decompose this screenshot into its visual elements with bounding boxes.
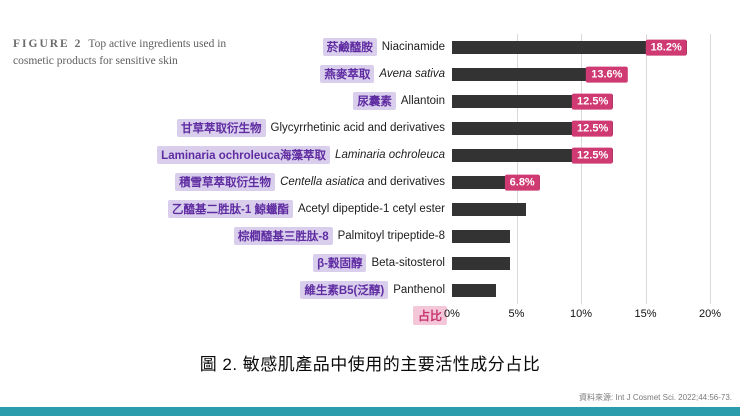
bar-track: [452, 223, 710, 250]
value-badge: 12.5%: [572, 147, 614, 164]
row-label: 尿囊素 Allantoin: [0, 92, 452, 111]
ingredient-en-label: Centella asiatica and derivatives: [280, 176, 445, 189]
ingredient-zh-chip: 棕櫚醯基三胜肽-8: [233, 227, 333, 246]
value-badge: 12.5%: [572, 93, 614, 110]
bar-track: [452, 250, 710, 277]
row-label: 棕櫚醯基三胜肽-8 Palmitoyl tripeptide-8: [0, 227, 452, 246]
x-tick: 10%: [569, 308, 593, 320]
bar-track: 12.5%: [452, 142, 710, 169]
bar: [452, 68, 628, 81]
bar: [452, 230, 511, 243]
value-badge: 6.8%: [504, 174, 540, 191]
chart-row: 菸鹼醯胺 Niacinamide 18.2%: [0, 34, 740, 61]
figure-tag: FIGURE 2: [13, 38, 83, 50]
footer-strip: [0, 407, 740, 416]
bar: [452, 284, 496, 297]
ingredient-en-label: Beta-sitosterol: [371, 257, 445, 270]
bar: [452, 203, 526, 216]
bar-track: 12.5%: [452, 115, 710, 142]
chart-row: 甘草萃取衍生物 Glycyrrhetinic acid and derivativ…: [0, 115, 740, 142]
row-label: 積雪草萃取衍生物 Centella asiatica and derivative…: [0, 173, 452, 192]
chart-row: 維生素B5(泛醇) Panthenol: [0, 277, 740, 304]
row-label: 維生素B5(泛醇) Panthenol: [0, 281, 452, 300]
bar-track: 13.6%: [452, 61, 710, 88]
figure-caption: 圖 2. 敏感肌產品中使用的主要活性成分占比: [199, 355, 541, 374]
ingredient-en-label: Laminaria ochroleuca: [335, 149, 445, 162]
source-citation: 資料來源: Int J Cosmet Sci. 2022;44:56-73.: [579, 393, 732, 402]
figure-legend: FIGURE 2 Top active ingredients used in c…: [13, 36, 231, 71]
bar-track: 18.2%: [452, 34, 710, 61]
chart-row: 棕櫚醯基三胜肽-8 Palmitoyl tripeptide-8: [0, 223, 740, 250]
ingredient-en-label: Niacinamide: [381, 41, 445, 54]
ingredient-zh-chip: 乙醯基二胜肽-1 鯨蠟酯: [168, 200, 293, 219]
x-tick: 15%: [634, 308, 657, 320]
row-label: Laminaria ochroleuca海藻萃取 Laminaria ochrol…: [0, 146, 452, 165]
bar: [452, 257, 511, 270]
value-badge: 18.2%: [645, 39, 687, 56]
ingredient-en-label: Palmitoyl tripeptide-8: [337, 230, 445, 243]
chart-row: 燕麥萃取 Avena sativa 13.6%: [0, 61, 740, 88]
bar-track: 12.5%: [452, 88, 710, 115]
ingredient-en-label: Allantoin: [400, 95, 445, 108]
figure-legend-text: Top active ingredients used in cosmetic …: [13, 38, 227, 68]
gridlines: [452, 34, 711, 304]
ingredient-zh-chip: 尿囊素: [353, 92, 396, 111]
row-label: 燕麥萃取 Avena sativa: [0, 65, 452, 84]
ingredient-zh-chip: β-穀固醇: [313, 254, 367, 273]
bar-track: [452, 196, 710, 223]
x-tick: 5%: [508, 308, 525, 320]
gridline: [710, 34, 711, 304]
x-axis-label: 占比: [412, 306, 447, 325]
chart-row: β-穀固醇 Beta-sitosterol: [0, 250, 740, 277]
chart-row: 尿囊素 Allantoin 12.5%: [0, 88, 740, 115]
ingredient-zh-chip: 菸鹼醯胺: [322, 38, 377, 57]
x-tick: 20%: [698, 308, 722, 320]
ingredient-en-label: Avena sativa: [379, 68, 445, 81]
gridline: [645, 34, 647, 304]
ingredient-en-label: Panthenol: [393, 284, 445, 297]
gridline: [516, 34, 518, 304]
ingredient-zh-chip: Laminaria ochroleuca海藻萃取: [157, 146, 331, 165]
ingredient-zh-chip: 積雪草萃取衍生物: [175, 173, 276, 192]
bar-track: [452, 277, 710, 304]
row-label: 乙醯基二胜肽-1 鯨蠟酯 Acetyl dipeptide-1 cetyl est…: [0, 200, 452, 219]
value-badge: 13.6%: [586, 66, 628, 83]
bar-chart: 菸鹼醯胺 Niacinamide 18.2% 燕麥萃取 Avena sativa 1…: [0, 34, 740, 329]
row-label: 甘草萃取衍生物 Glycyrrhetinic acid and derivativ…: [0, 119, 452, 138]
x-axis: 占比 0% 5% 10% 15% 20%: [412, 306, 721, 329]
value-badge: 12.5%: [572, 120, 614, 137]
ingredient-zh-chip: 維生素B5(泛醇): [300, 281, 389, 300]
x-tick: 0%: [444, 308, 460, 320]
bar-track: 6.8%: [452, 169, 710, 196]
chart-row: Laminaria ochroleuca海藻萃取 Laminaria ochrol…: [0, 142, 740, 169]
ingredient-zh-chip: 甘草萃取衍生物: [177, 119, 266, 138]
gridline: [581, 34, 582, 304]
row-label: β-穀固醇 Beta-sitosterol: [0, 254, 452, 273]
row-label: 菸鹼醯胺 Niacinamide: [0, 38, 452, 57]
chart-row: 積雪草萃取衍生物 Centella asiatica and derivative…: [0, 169, 740, 196]
ingredient-zh-chip: 燕麥萃取: [320, 65, 375, 84]
ingredient-en-label: Acetyl dipeptide-1 cetyl ester: [297, 203, 445, 216]
bar: [452, 41, 687, 54]
chart-row: 乙醯基二胜肽-1 鯨蠟酯 Acetyl dipeptide-1 cetyl est…: [0, 196, 740, 223]
ingredient-en-label: Glycyrrhetinic acid and derivatives: [270, 122, 446, 135]
chart-rows: 菸鹼醯胺 Niacinamide 18.2% 燕麥萃取 Avena sativa 1…: [0, 34, 740, 304]
